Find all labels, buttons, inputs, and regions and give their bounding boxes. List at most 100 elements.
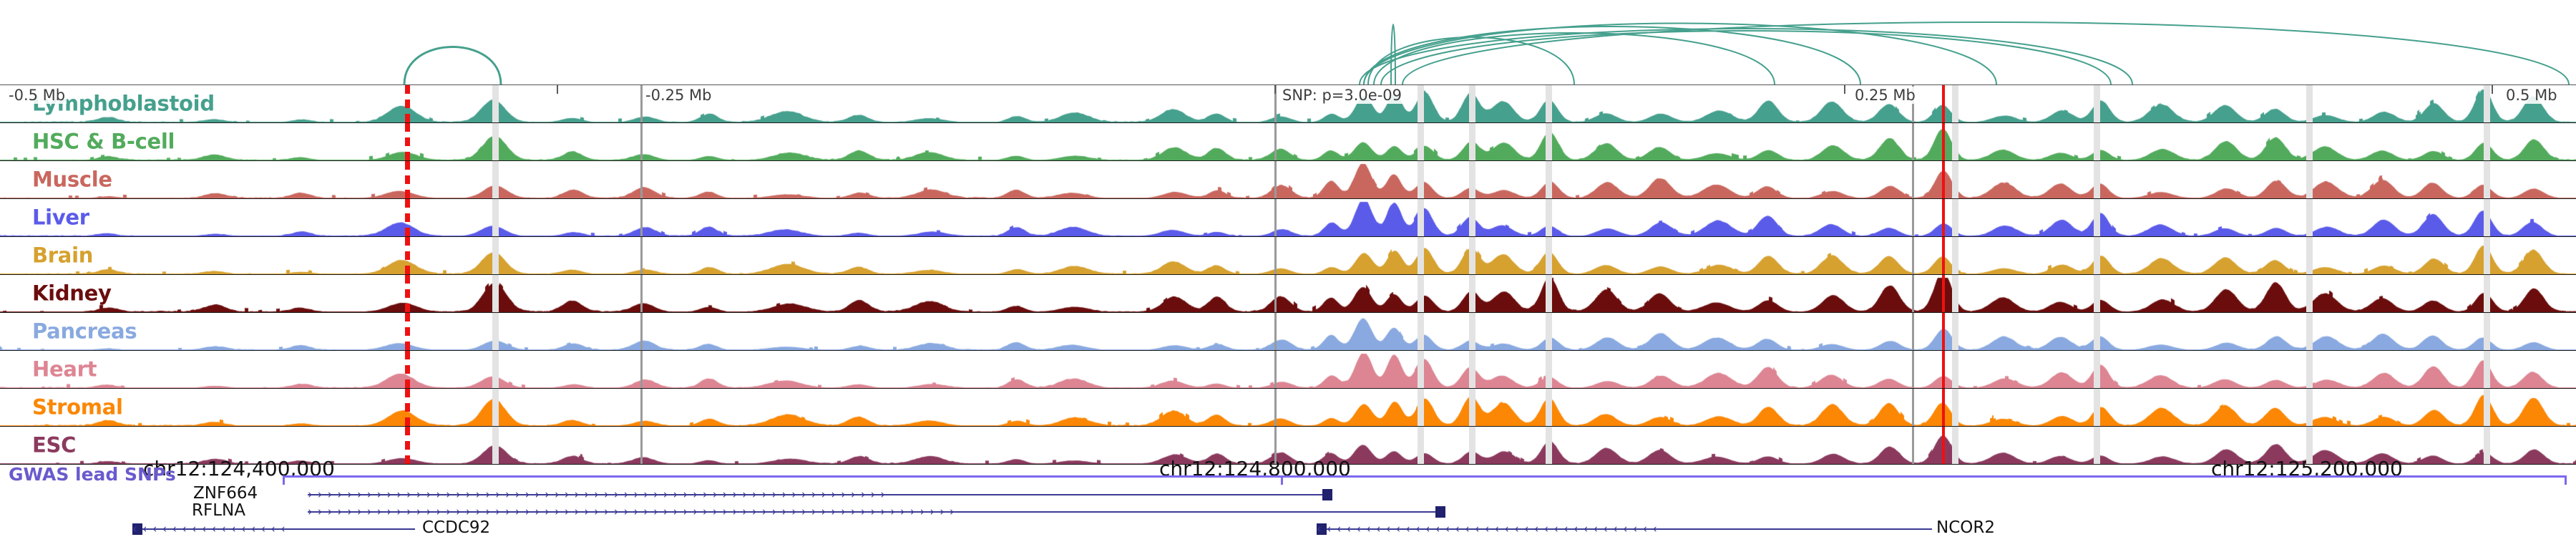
gene-exon-block [1317, 523, 1327, 535]
axis-tick-label: SNP: p=3.0e-09 [1281, 87, 1403, 104]
track-brain[interactable]: Brain [0, 237, 2576, 275]
gene-exon-block [132, 523, 142, 535]
highlight-band [1469, 85, 1475, 122]
highlight-band [1418, 427, 1424, 464]
gene-ncor2[interactable]: ‹‹‹‹‹‹‹‹‹‹‹‹‹‹‹‹‹‹‹‹‹‹‹‹‹‹‹‹‹‹‹‹‹‹‹ [1317, 521, 1932, 537]
gene-name-label[interactable]: CCDC92 [422, 518, 491, 537]
gene-intron-line [132, 528, 415, 530]
credible-set-marker [1942, 123, 1945, 160]
chromatin-loop-arc[interactable] [403, 46, 502, 85]
track-hsc-b-cell[interactable]: HSC & B-cell [0, 123, 2576, 161]
gene-znf664[interactable]: ››››››››››››››››››››››››››››››››››››››››… [308, 487, 1332, 503]
gene-exon-block [1322, 489, 1332, 500]
lead-snp-dashed-marker [405, 275, 410, 312]
track-lymphoblastoid[interactable]: Lymphoblastoid -0.5 Mb -0.25 Mb SNP: p=3.0e… [0, 84, 2576, 123]
gene-annotation-track: ››››››››››››››››››››››››››››››››››››››››… [0, 484, 2576, 537]
highlight-band [1546, 313, 1552, 350]
chromatin-loop-arc[interactable] [1363, 26, 1861, 84]
highlight-band [2306, 85, 2313, 122]
highlight-band [1469, 199, 1475, 236]
gwas-snp-tick[interactable] [1281, 475, 1283, 485]
chromatin-loop-arc[interactable] [1367, 37, 1575, 84]
highlight-band [492, 389, 499, 426]
track-kidney[interactable]: Kidney [0, 275, 2576, 313]
track-liver[interactable]: Liver [0, 199, 2576, 237]
axis-tick-mark [557, 85, 558, 94]
highlight-band [492, 237, 499, 274]
highlight-band [1418, 389, 1424, 426]
gene-exon-block [1435, 506, 1445, 518]
track-stromal[interactable]: Stromal [0, 389, 2576, 427]
gene-intron-line [308, 511, 1445, 513]
gene-name-label[interactable]: ZNF664 [193, 484, 258, 503]
arc-svg [403, 21, 2570, 85]
gene-row: ››››››››››››››››››››››››››››››››››››››››… [0, 484, 2576, 503]
highlight-band [2094, 199, 2100, 236]
position-marker-line [1274, 351, 1277, 388]
track-signal-canvas [0, 275, 2576, 312]
track-heart[interactable]: Heart [0, 351, 2576, 389]
highlight-band [1546, 427, 1552, 464]
gene-ccdc92[interactable]: ‹‹‹‹‹‹‹‹‹‹‹‹‹‹‹‹ [132, 521, 415, 537]
gwas-snp-span-line[interactable] [283, 475, 2565, 478]
position-marker-line [640, 275, 643, 312]
highlight-band [2484, 85, 2490, 122]
position-marker-line [640, 427, 643, 464]
credible-set-marker [1942, 427, 1945, 464]
axis-tick-label: -0.25 Mb [644, 87, 713, 104]
track-esc[interactable]: ESC [0, 427, 2576, 465]
highlight-band [2306, 389, 2313, 426]
lead-snp-dashed-marker [405, 123, 410, 160]
chromatin-loop-arc[interactable] [1363, 22, 1997, 85]
highlight-band [1469, 389, 1475, 426]
position-marker-line [1274, 427, 1277, 464]
gene-name-label[interactable]: RFLNA [192, 501, 245, 520]
chromatin-loop-arc[interactable] [1402, 21, 2570, 84]
track-muscle[interactable]: Muscle [0, 161, 2576, 199]
gene-name-label[interactable]: NCOR2 [1936, 518, 1995, 537]
position-marker-line [1912, 123, 1914, 160]
gene-strand-arrows: ››››››››››››››››››››››››››››››››››››››››… [308, 488, 891, 502]
highlight-band [1952, 313, 1958, 350]
highlight-band [492, 199, 499, 236]
chromatin-loop-arc[interactable] [1390, 24, 1396, 84]
lead-snp-dashed-marker [405, 237, 410, 274]
highlight-band [2094, 389, 2100, 426]
gwas-snp-tick[interactable] [283, 475, 285, 485]
chromatin-loop-arc[interactable] [1359, 28, 2133, 84]
gene-rflna[interactable]: ››››››››››››››››››››››››››››››››››››››››… [308, 504, 1445, 520]
gwas-snp-tick[interactable] [2565, 475, 2567, 485]
highlight-band [1546, 389, 1552, 426]
gene-row: ‹‹‹‹‹‹‹‹‹‹‹‹‹‹‹‹ CCDC92 [0, 518, 2576, 537]
axis-tick-label: 0.5 Mb [2504, 87, 2559, 104]
lead-snp-dashed-marker [405, 161, 410, 198]
axis-tick-mark [1844, 85, 1845, 94]
position-marker-line [1912, 427, 1914, 464]
position-marker-line [1274, 199, 1277, 236]
track-signal-canvas [0, 389, 2576, 426]
highlight-band [492, 85, 499, 122]
highlight-band [492, 161, 499, 198]
highlight-band [2484, 123, 2490, 160]
axis-tick-mark [1274, 85, 1276, 94]
highlight-band [2484, 427, 2490, 464]
highlight-band [1546, 161, 1552, 198]
highlight-band [2094, 313, 2100, 350]
highlight-band [1952, 427, 1958, 464]
highlight-band [1952, 199, 1958, 236]
gene-row: ‹‹‹‹‹‹‹‹‹‹‹‹‹‹‹‹‹‹‹‹‹‹‹‹‹‹‹‹‹‹‹‹‹‹‹ NCOR2 [0, 518, 2576, 537]
chromatin-loop-arc[interactable] [1380, 30, 2112, 84]
highlight-band [1469, 123, 1475, 160]
gene-intron-line [308, 494, 1332, 495]
track-pancreas[interactable]: Pancreas [0, 313, 2576, 351]
track-signal-canvas [0, 313, 2576, 350]
highlight-band [2306, 275, 2313, 312]
lead-snp-dashed-marker [405, 313, 410, 350]
position-marker-line [640, 313, 643, 350]
lead-snp-dashed-marker [405, 427, 410, 464]
lead-snp-dashed-marker [405, 351, 410, 388]
track-signal-canvas [0, 237, 2576, 274]
axis-tick-label: 0.25 Mb [1853, 87, 1917, 104]
highlight-band [1952, 237, 1958, 274]
